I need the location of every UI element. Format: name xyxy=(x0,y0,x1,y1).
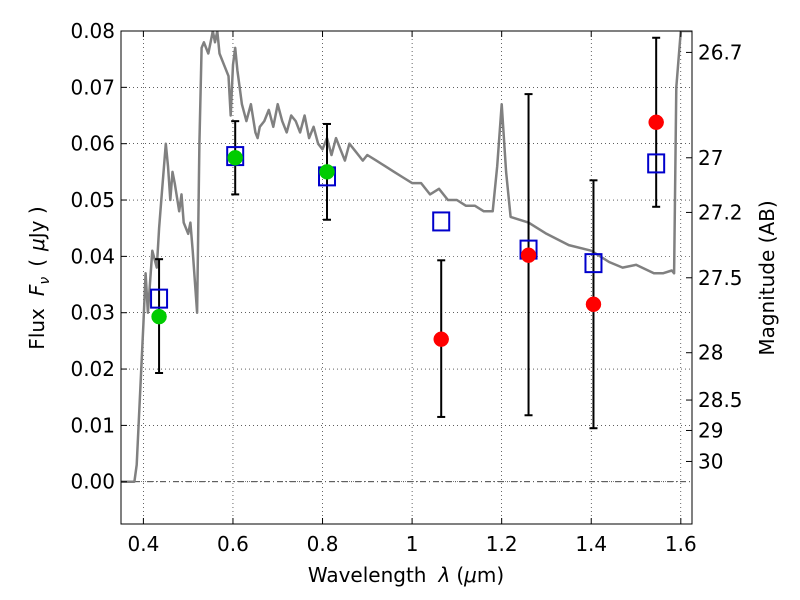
y-tick-label: 0.04 xyxy=(70,244,115,268)
open-square-marker xyxy=(150,288,169,309)
open-square-marker xyxy=(647,153,666,174)
y-axis-label-left: FluxFν(μJy ) xyxy=(25,206,53,349)
grid xyxy=(121,30,692,524)
plot-frame xyxy=(120,30,693,525)
right-tick-label: 27 xyxy=(698,146,723,170)
filled-circle-marker xyxy=(151,308,167,325)
y-tick-label: 0.07 xyxy=(70,75,115,99)
right-tick-label: 27.2 xyxy=(698,200,743,224)
filled-circle-marker xyxy=(227,150,243,166)
x-tick-label: 1.4 xyxy=(575,532,607,556)
right-tick-label: 26.7 xyxy=(698,40,743,64)
x-tick-label: 1 xyxy=(406,532,419,556)
y-tick-label: 0.05 xyxy=(70,188,115,212)
y-tick-label: 0.00 xyxy=(70,470,115,494)
right-tick-label: 29 xyxy=(698,418,723,442)
y-tick-label: 0.08 xyxy=(70,19,115,43)
right-tick-label: 30 xyxy=(698,449,723,473)
x-tick-label: 0.6 xyxy=(217,532,249,556)
filled-circle-marker xyxy=(585,296,602,313)
x-tick-label: 0.8 xyxy=(307,532,339,556)
filled-circle-marker xyxy=(319,164,335,180)
filled-circle-marker xyxy=(520,247,537,263)
y-tick-label: 0.01 xyxy=(70,413,115,437)
y-tick-label: 0.02 xyxy=(70,357,115,381)
open-square-marker xyxy=(584,253,603,274)
x-tick-label: 1.6 xyxy=(665,532,697,556)
x-tick-label: 0.4 xyxy=(127,532,159,556)
filled-circle-marker xyxy=(433,331,449,347)
filled-circle-marker xyxy=(648,114,664,131)
right-tick-label: 28 xyxy=(698,341,723,365)
right-tick-label: 27.5 xyxy=(698,266,743,290)
model-spectrum xyxy=(121,31,692,483)
open-square-marker xyxy=(432,211,451,232)
y-tick-label: 0.06 xyxy=(70,132,115,156)
y-axis-label-right: Magnitude (AB) xyxy=(755,200,779,355)
data-markers xyxy=(150,114,666,347)
y-tick-label: 0.03 xyxy=(70,301,115,325)
model-spectrum-line xyxy=(121,31,692,483)
axis-ticks: 0.4 0.6 0.8 1 1.2 1.4 1.6 0.00 0.01 0.02 0.03 0.04 0… xyxy=(70,19,742,556)
x-axis-label: Wavelength λ (μm) xyxy=(308,563,504,587)
right-tick-label: 28.5 xyxy=(698,388,743,412)
x-tick-label: 1.2 xyxy=(486,532,518,556)
